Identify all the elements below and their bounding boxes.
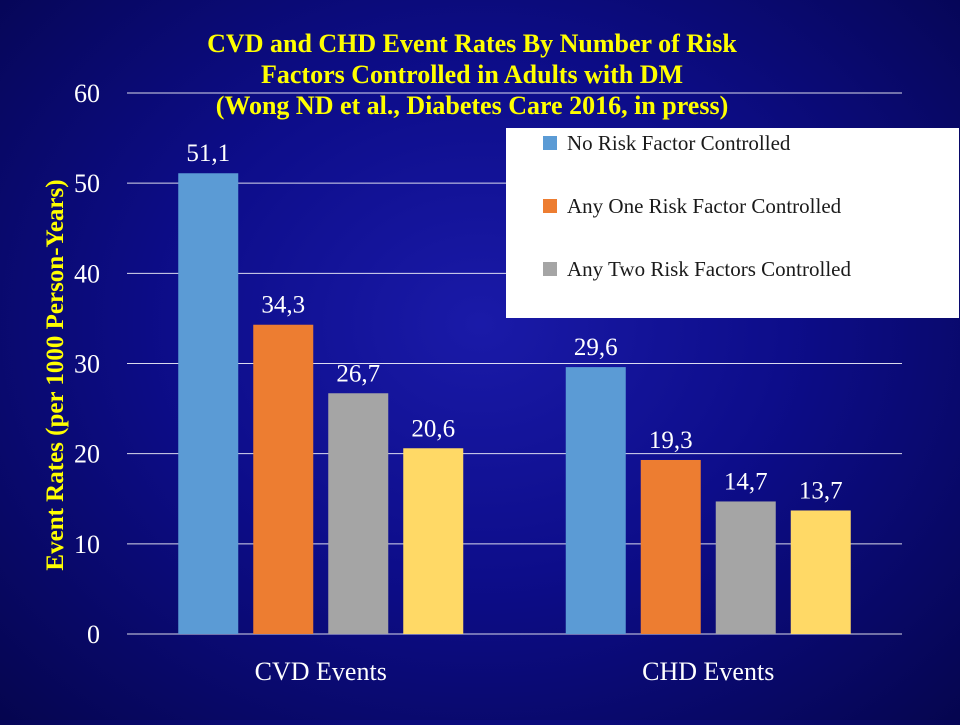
- bar: [640, 459, 701, 634]
- legend-entry: No Risk Factor Controlled: [567, 131, 791, 155]
- bars: [178, 173, 851, 634]
- y-tick-label: 40: [74, 259, 100, 288]
- bar: [790, 510, 851, 634]
- data-label: 13,7: [799, 477, 843, 504]
- legend: No Risk Factor Controlled Any One Risk Fa…: [506, 128, 959, 318]
- legend-swatch: [543, 199, 557, 213]
- bar: [715, 501, 776, 634]
- y-tick-label: 60: [74, 79, 100, 108]
- bar: [178, 173, 239, 634]
- bar: [565, 367, 626, 634]
- y-tick-label: 20: [74, 440, 100, 469]
- chart-title: CVD and CHD Event Rates By Number of Ris…: [207, 29, 737, 120]
- data-label: 51,1: [186, 140, 230, 167]
- data-labels: 51,1 34,3 26,7 20,6 29,6 19,3 14,7 13,7: [186, 140, 842, 504]
- x-category-label: CVD Events: [255, 657, 387, 686]
- title-line-1: CVD and CHD Event Rates By Number of Ris…: [207, 29, 737, 58]
- data-label: 19,3: [649, 427, 693, 454]
- legend-swatch: [543, 136, 557, 150]
- bar: [328, 393, 389, 634]
- legend-swatch: [543, 262, 557, 276]
- legend-entry: Any One Risk Factor Controlled: [567, 194, 842, 218]
- data-label: 34,3: [261, 292, 305, 319]
- bar: [403, 448, 464, 634]
- y-tick-label: 50: [74, 169, 100, 198]
- y-axis-label: Event Rates (per 1000 Person-Years): [42, 179, 69, 570]
- data-label: 20,6: [411, 415, 455, 442]
- y-tick-label: 10: [74, 530, 100, 559]
- legend-box: [506, 128, 959, 318]
- data-label: 14,7: [724, 468, 768, 495]
- legend-entry: Any Two Risk Factors Controlled: [567, 257, 851, 281]
- bar: [253, 324, 314, 634]
- x-category-label: CHD Events: [642, 657, 774, 686]
- data-label: 29,6: [574, 334, 618, 361]
- y-tick-label: 0: [87, 620, 100, 649]
- y-tick-label: 30: [74, 350, 100, 379]
- y-axis-tick-labels: 0 10 20 30 40 50 60: [74, 79, 100, 649]
- x-axis-category-labels: CVD Events CHD Events: [255, 657, 775, 686]
- title-line-3: (Wong ND et al., Diabetes Care 2016, in …: [216, 91, 729, 120]
- data-label: 26,7: [336, 360, 380, 387]
- title-line-2: Factors Controlled in Adults with DM: [261, 60, 683, 89]
